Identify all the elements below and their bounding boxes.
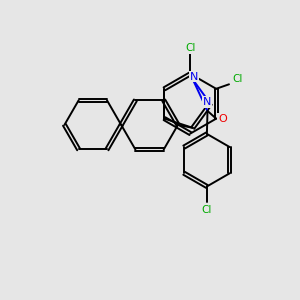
Text: Cl: Cl [232,74,242,84]
Text: N: N [202,97,211,107]
Text: N: N [190,72,199,82]
Text: Cl: Cl [202,205,212,215]
Text: O: O [218,114,227,124]
Text: Cl: Cl [185,43,196,53]
